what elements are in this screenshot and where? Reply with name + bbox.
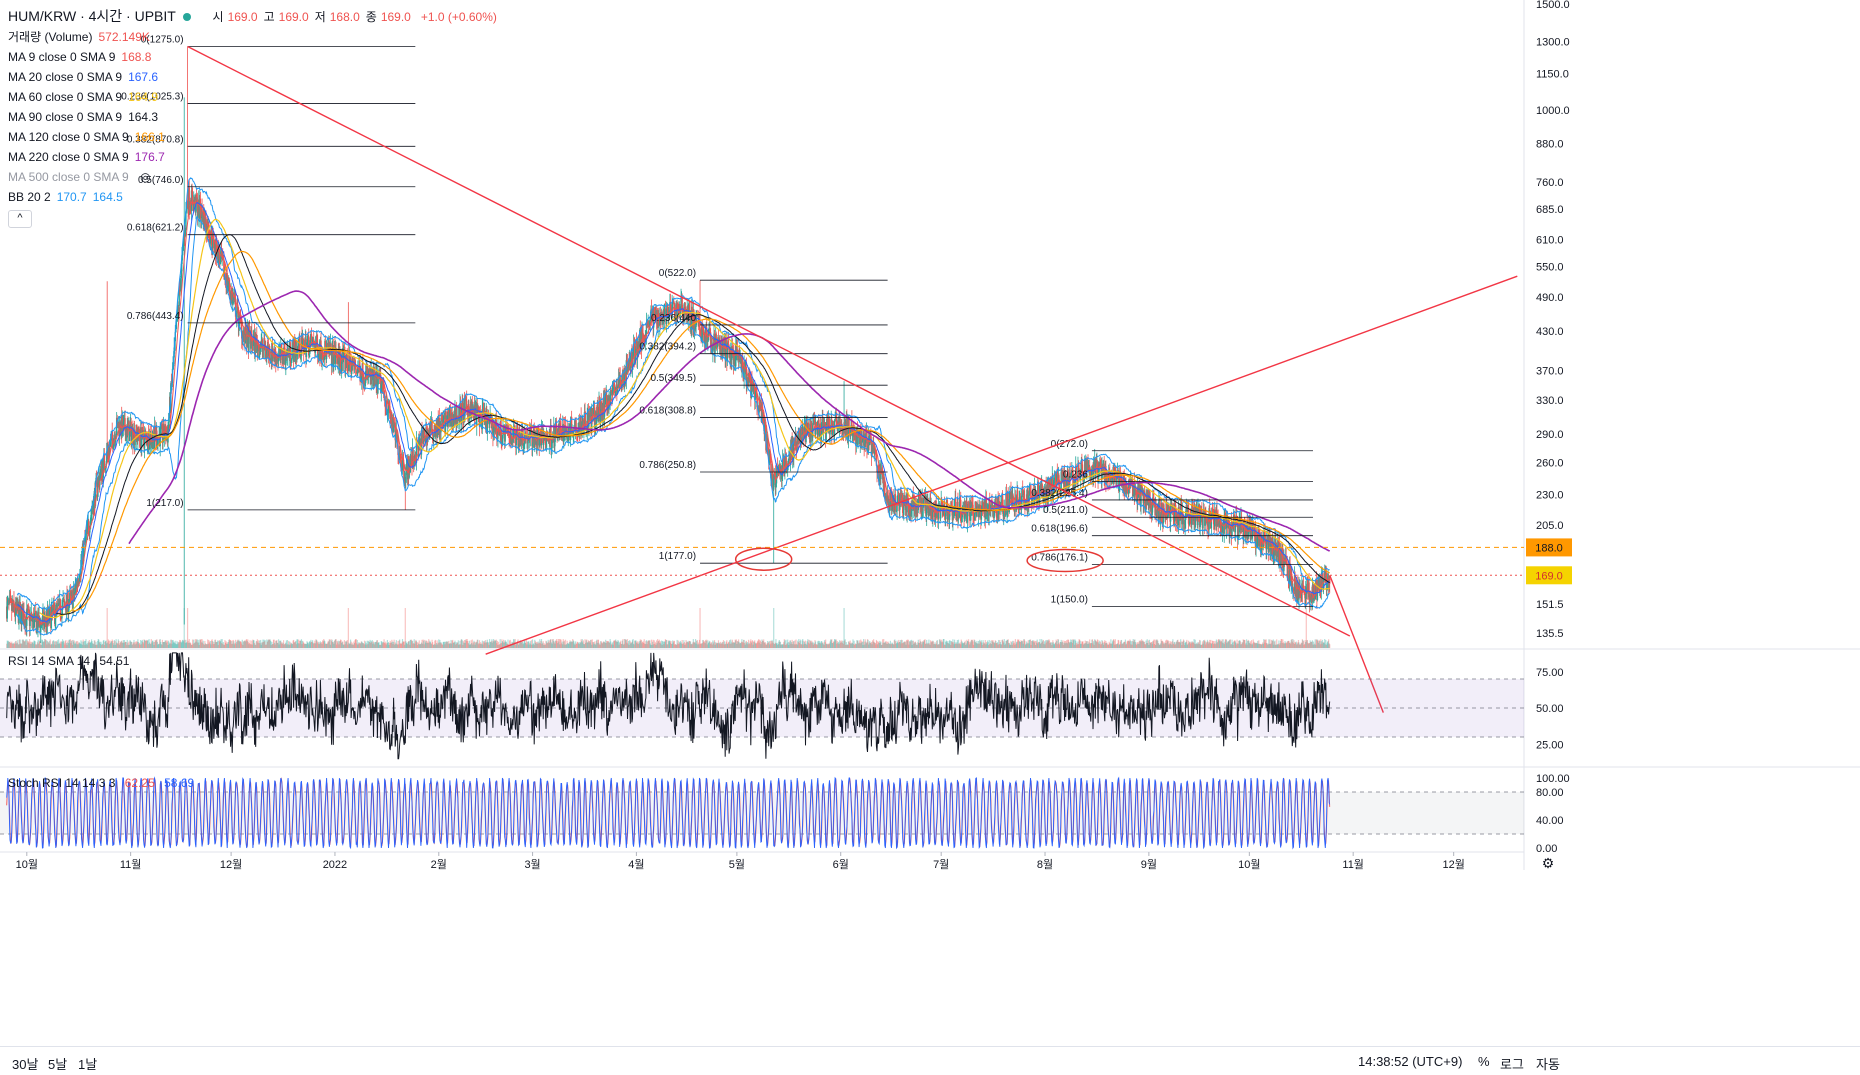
volume-bar [699, 608, 700, 648]
volume-bar [1329, 644, 1330, 648]
candle-body [104, 455, 105, 468]
candle-body [672, 303, 673, 305]
volume-bar [107, 608, 108, 648]
candle-body [185, 230, 186, 236]
volume-bar [773, 608, 774, 648]
volume-bar [348, 608, 349, 648]
